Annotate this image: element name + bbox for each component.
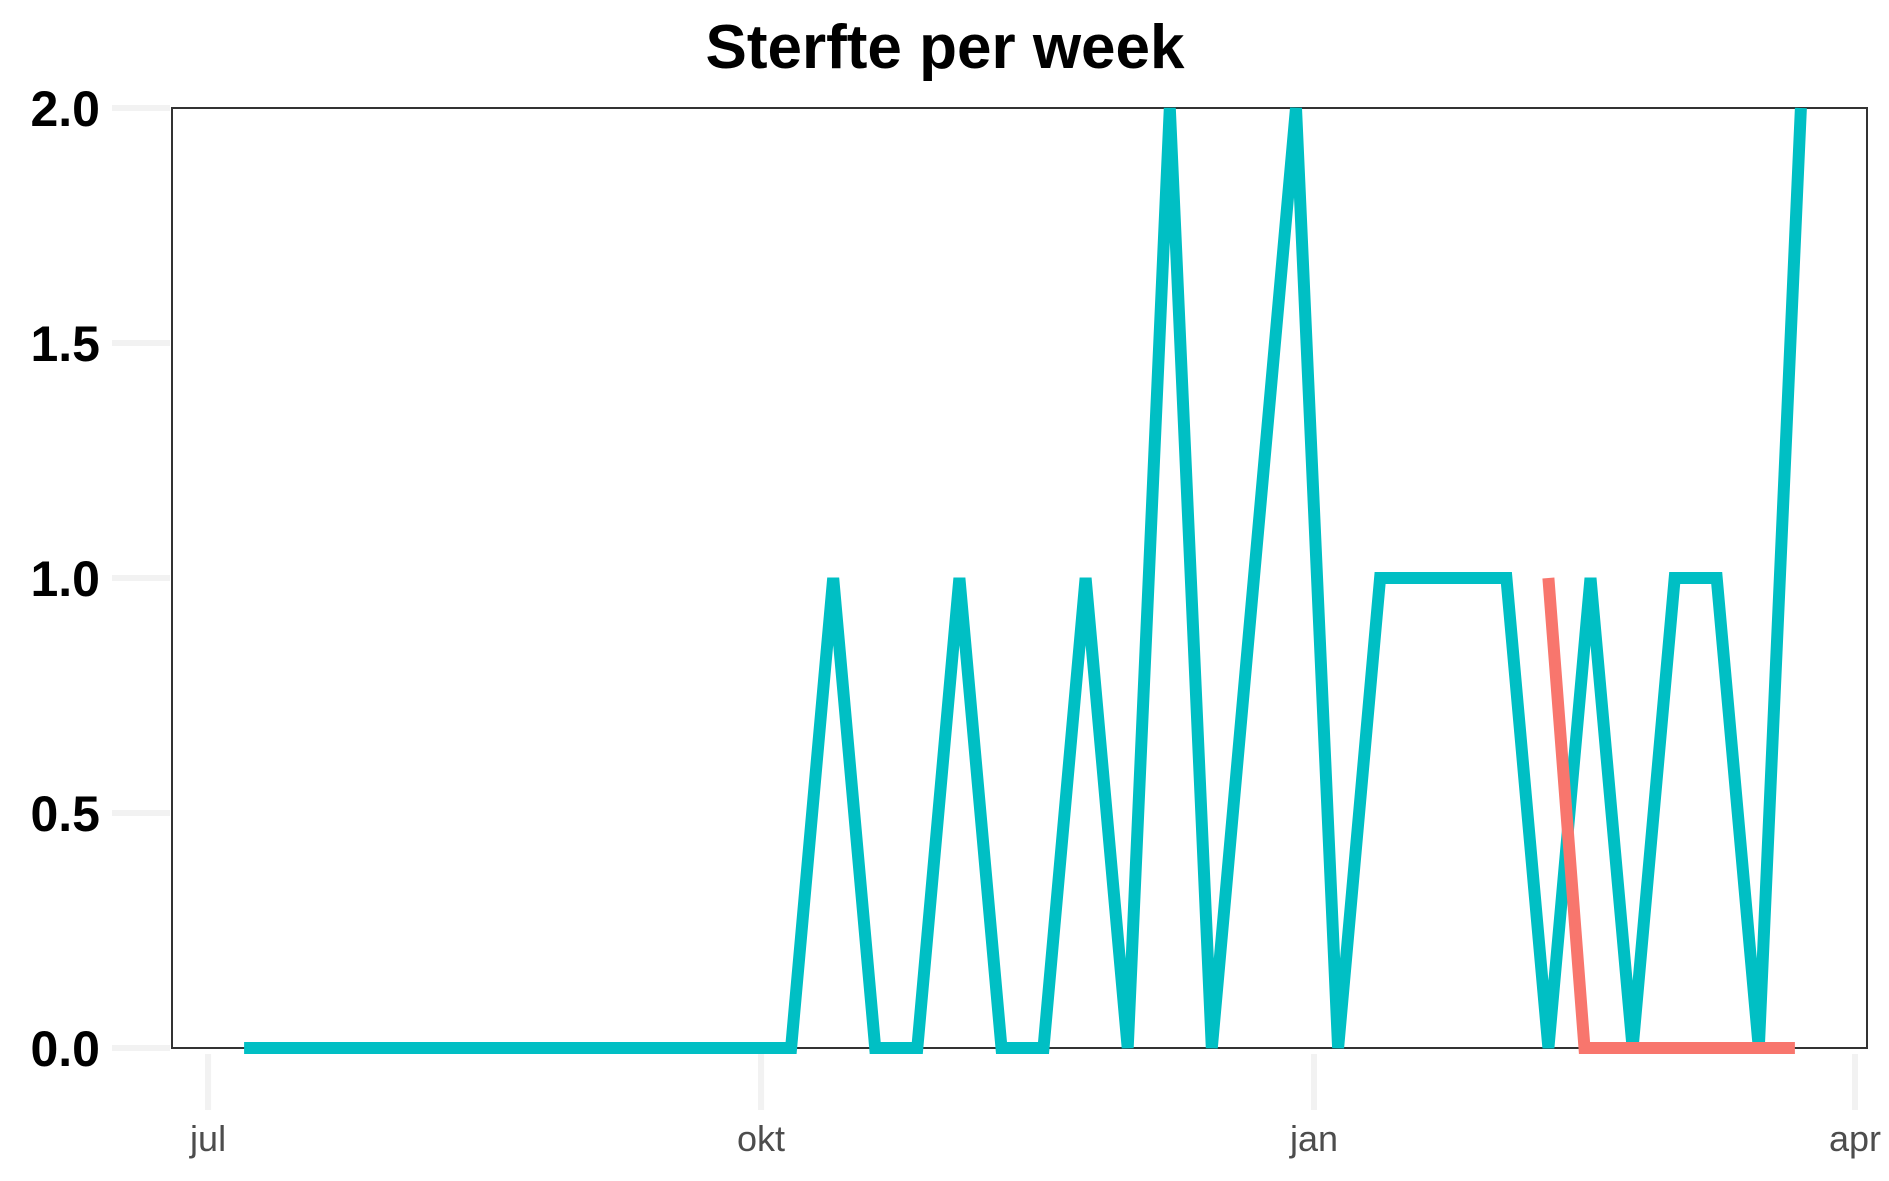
series-lines — [244, 107, 1807, 1054]
y-tick-label: 0.0 — [30, 1021, 100, 1077]
y-tick-label: 0.5 — [30, 786, 100, 842]
x-tick-label: apr — [1829, 1118, 1881, 1159]
y-axis: 0.0 0.5 1.0 1.5 2.0 — [30, 81, 170, 1077]
x-tick-label: okt — [737, 1118, 785, 1159]
y-tick-label: 2.0 — [30, 81, 100, 137]
chart-title: Sterfte per week — [706, 13, 1186, 82]
series-line-2 — [1542, 577, 1795, 1054]
x-tick-label: jul — [189, 1118, 226, 1159]
x-tick-label: jan — [1289, 1118, 1338, 1159]
y-tick-label: 1.5 — [30, 316, 100, 372]
plot-panel — [171, 107, 1868, 1049]
y-tick-label: 1.0 — [30, 551, 100, 607]
x-axis: jul okt jan apr — [189, 1054, 1881, 1159]
series-line-1 — [244, 107, 1807, 1054]
